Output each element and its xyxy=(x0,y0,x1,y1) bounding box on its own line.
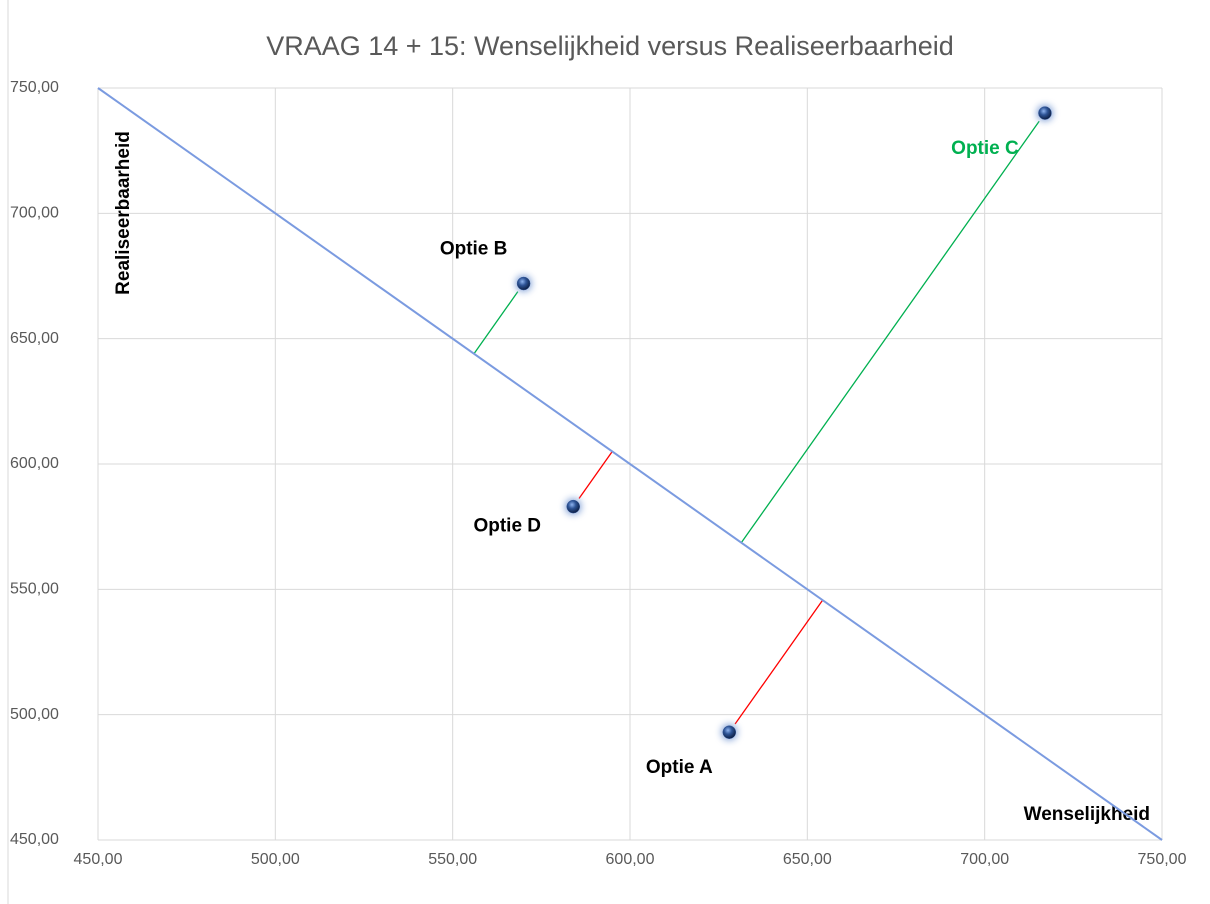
y-tick-label: 450,00 xyxy=(10,831,59,848)
point xyxy=(1038,106,1052,120)
x-tick-label: 500,00 xyxy=(251,851,300,868)
point-label: Optie B xyxy=(440,239,508,260)
connector-line xyxy=(734,599,824,725)
x-axis-title: Wenselijkheid xyxy=(1024,804,1150,825)
point xyxy=(722,725,737,739)
chart-title: VRAAG 14 + 15: Wenselijkheid versus Real… xyxy=(266,31,954,61)
diagonal-line xyxy=(97,87,1163,841)
x-tick-label: 450,00 xyxy=(74,851,123,868)
connector-line xyxy=(740,120,1040,544)
y-axis-title: Realiseerbaarheid xyxy=(113,131,134,295)
connector-line xyxy=(473,291,519,355)
y-tick-label: 750,00 xyxy=(10,79,59,96)
connector-line xyxy=(578,451,613,499)
point xyxy=(566,499,581,514)
point-label: Optie D xyxy=(473,516,541,537)
y-tick-label: 550,00 xyxy=(10,581,59,598)
y-tick-label: 700,00 xyxy=(10,205,59,222)
y-tick-label: 500,00 xyxy=(10,706,59,723)
x-tick-label: 600,00 xyxy=(606,851,655,868)
point-label: Optie C xyxy=(951,138,1019,159)
point xyxy=(516,276,531,291)
x-tick-label: 750,00 xyxy=(1138,851,1187,868)
x-tick-label: 550,00 xyxy=(428,851,477,868)
x-tick-label: 650,00 xyxy=(783,851,832,868)
y-tick-label: 600,00 xyxy=(10,455,59,472)
x-tick-label: 700,00 xyxy=(960,851,1009,868)
point-label: Optie A xyxy=(646,757,713,778)
y-tick-label: 650,00 xyxy=(10,330,59,347)
